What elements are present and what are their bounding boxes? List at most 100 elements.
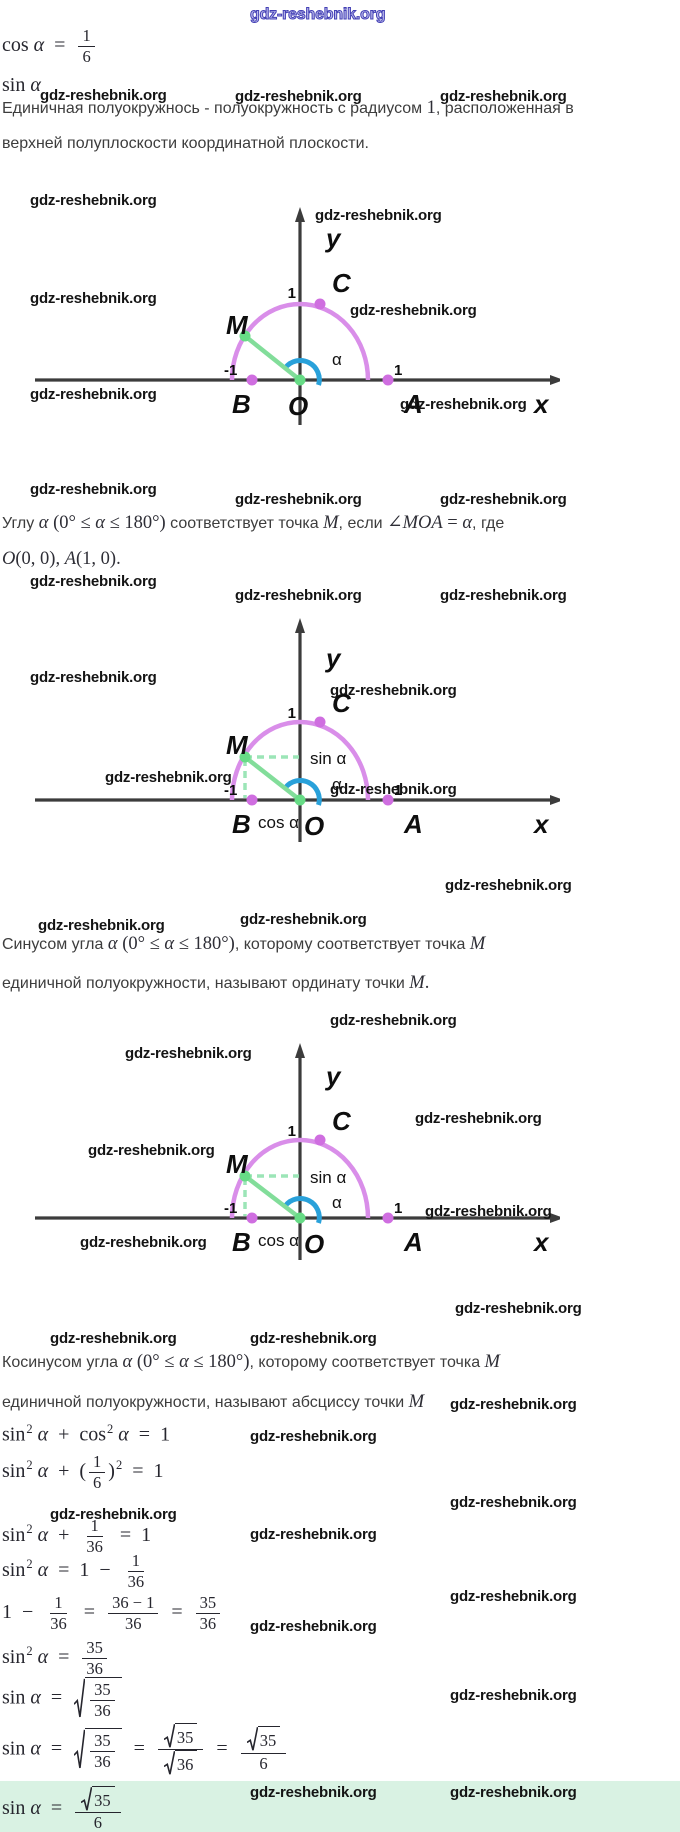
watermark: gdz-reshebnik.org (235, 587, 362, 604)
point-m-label: M (226, 310, 249, 340)
watermark: gdz-reshebnik.org (450, 1396, 577, 1413)
point-b-label: B (232, 389, 251, 419)
point-a-dot (382, 374, 394, 386)
equation-sin-simplify: sin α = 35 36 = 35 36 = 35 6 (2, 1723, 289, 1777)
point-m-label: M (226, 730, 249, 760)
y-axis-arrow-icon (295, 207, 305, 222)
x-axis-label: x (532, 809, 550, 839)
watermark: gdz-reshebnik.org (40, 87, 167, 104)
point-a-label: A (403, 809, 423, 839)
watermark: gdz-reshebnik.org (350, 302, 477, 319)
origin-dot (294, 374, 306, 386)
x-axis-arrow-icon (550, 375, 560, 385)
watermark: gdz-reshebnik.org (450, 1784, 577, 1801)
x-axis-label: x (532, 389, 550, 419)
tick-one-top: 1 (288, 1123, 296, 1140)
watermark: gdz-reshebnik.org (30, 290, 157, 307)
paragraph-sine-definition-line2: единичной полуокружности, называют ордин… (2, 973, 430, 993)
cos-alpha-label: cos α (258, 813, 299, 832)
watermark: gdz-reshebnik.org (450, 1494, 577, 1511)
cos-alpha-label: cos α (258, 1231, 299, 1250)
point-b-dot (246, 794, 258, 806)
x-axis-arrow-icon (550, 795, 560, 805)
angle-alpha-arc (283, 778, 322, 806)
watermark: gdz-reshebnik.org (330, 781, 457, 798)
equation-sin2-result: sin2 α = 35 36 (2, 1638, 110, 1679)
watermark: gdz-reshebnik.org (450, 1588, 577, 1605)
watermark: gdz-reshebnik.org (440, 88, 567, 105)
watermark: gdz-reshebnik.org (105, 769, 232, 786)
watermark: gdz-reshebnik.org (30, 386, 157, 403)
watermark: gdz-reshebnik.org (88, 1142, 215, 1159)
watermark: gdz-reshebnik.org (330, 1012, 457, 1029)
alpha-label: α (332, 350, 342, 369)
paragraph-cosine-definition-line1: Косинусом угла α (0° ≤ α ≤ 180°), которо… (2, 1352, 500, 1372)
diagram-unit-semicircle-2: y C 1 M sin α α -1 1 B cos α O A x (35, 618, 560, 842)
angle-alpha-arc (283, 1196, 322, 1224)
equation-squared-value: sin2 α + 1 36 = 1 (2, 1516, 152, 1556)
point-a-dot (382, 794, 394, 806)
point-a-label: A (403, 389, 423, 419)
paragraph-angle-correspondence-line1: Углу α (0° ≤ α ≤ 180°) соответствует точ… (2, 513, 505, 533)
point-a-dot (382, 1212, 394, 1224)
sin-alpha-label: sin α (310, 1168, 346, 1187)
watermark: gdz-reshebnik.org (249, 6, 386, 24)
y-axis-arrow-icon (295, 618, 305, 633)
alpha-label: α (332, 775, 342, 794)
x-axis-label: x (532, 1227, 550, 1257)
tick-one-right: 1 (394, 1200, 402, 1217)
watermark: gdz-reshebnik.org (30, 669, 157, 686)
equation-substitute-cos: sin2 α + (1 6)2 = 1 (2, 1452, 164, 1492)
watermark: gdz-reshebnik.org (30, 573, 157, 590)
diagram-unit-semicircle-3: y C 1 M sin α α -1 1 B cos α O A x (35, 1043, 560, 1260)
point-b-dot (246, 374, 258, 386)
origin-label: O (288, 391, 308, 421)
point-c-label: C (332, 1106, 352, 1136)
point-c-label: C (332, 688, 352, 718)
point-c-dot (314, 716, 326, 728)
watermark: gdz-reshebnik.org (425, 1203, 552, 1220)
tick-one-right: 1 (394, 362, 402, 379)
origin-label: O (304, 1229, 324, 1259)
watermark: gdz-reshebnik.org (250, 1618, 377, 1635)
origin-label: O (304, 811, 324, 841)
tick-one-top: 1 (288, 285, 296, 302)
watermark: gdz-reshebnik.org (450, 1687, 577, 1704)
watermark: gdz-reshebnik.org (315, 207, 442, 224)
equation-fraction-subtraction: 1 − 1 36 = 36 − 1 36 = 35 36 (2, 1593, 223, 1634)
watermark: gdz-reshebnik.org (30, 192, 157, 209)
point-m-label: M (226, 1149, 249, 1179)
point-b-dot (246, 1212, 258, 1224)
equation-pythagorean-identity: sin2 α + cos2 α = 1 (2, 1422, 171, 1446)
tick-one-top: 1 (288, 705, 296, 722)
origin-dot (294, 1212, 306, 1224)
y-axis-arrow-icon (295, 1043, 305, 1058)
watermark: gdz-reshebnik.org (235, 491, 362, 508)
equation-sin-alpha-unknown: sin α (2, 74, 41, 96)
watermark: gdz-reshebnik.org (50, 1330, 177, 1347)
paragraph-unit-semicircle-line1: Единичная полуокружнось - полуокружность… (2, 98, 574, 118)
watermark: gdz-reshebnik.org (330, 682, 457, 699)
point-c-dot (314, 298, 326, 310)
watermark: gdz-reshebnik.org (250, 1428, 377, 1445)
watermark: gdz-reshebnik.org (400, 396, 527, 413)
watermark: gdz-reshebnik.org (440, 587, 567, 604)
watermark: gdz-reshebnik.org (125, 1045, 252, 1062)
equation-sin-sqrt: sin α = 35 36 (2, 1677, 124, 1721)
paragraph-cosine-definition-line2: единичной полуокружности, называют абсци… (2, 1392, 425, 1412)
watermark: gdz-reshebnik.org (455, 1300, 582, 1317)
tick-minus-one: -1 (224, 362, 237, 379)
paragraph-angle-correspondence-line2: O(0, 0), A(1, 0). (2, 549, 121, 569)
angle-alpha-arc (283, 358, 322, 386)
point-b-label: B (232, 1227, 251, 1257)
watermark: gdz-reshebnik.org (440, 491, 567, 508)
watermark: gdz-reshebnik.org (235, 88, 362, 105)
watermark: gdz-reshebnik.org (415, 1110, 542, 1127)
equation-final-answer: sin α = 35 6 (2, 1786, 124, 1832)
origin-dot (294, 794, 306, 806)
tick-minus-one: -1 (224, 782, 237, 799)
paragraph-sine-definition-line1: Синусом угла α (0° ≤ α ≤ 180°), которому… (2, 934, 486, 954)
tick-minus-one: -1 (224, 1200, 237, 1217)
